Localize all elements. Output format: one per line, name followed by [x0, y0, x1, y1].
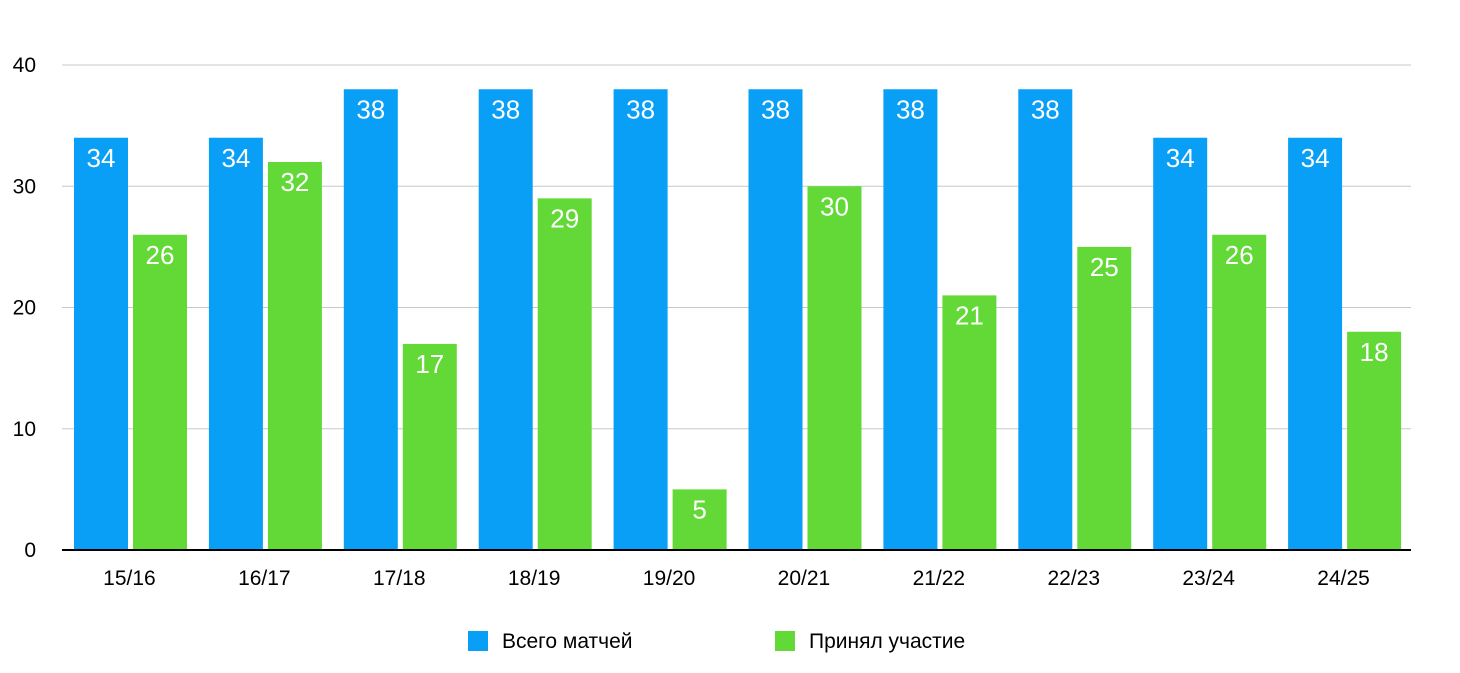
bar-data-label: 30 — [820, 191, 849, 221]
bar-total-24-25 — [1288, 137, 1343, 550]
bar-data-label: 18 — [1360, 337, 1389, 367]
bar-played-15-16 — [133, 234, 187, 550]
bar-total-18-19 — [478, 89, 533, 550]
bar-played-18-19 — [537, 198, 592, 550]
bar-data-label: 34 — [87, 143, 116, 173]
bar-played-22-23 — [1077, 246, 1132, 550]
bar-data-label: 26 — [1225, 240, 1254, 270]
bar-total-15-16 — [74, 137, 128, 550]
legend-swatch — [775, 631, 795, 651]
bar-played-17-18 — [402, 343, 457, 550]
x-tick-label: 23/24 — [1182, 567, 1235, 590]
bar-data-label: 38 — [896, 94, 925, 124]
bar-total-19-20 — [613, 89, 668, 550]
bar-data-label: 25 — [1090, 252, 1119, 282]
bar-total-17-18 — [343, 89, 398, 550]
bar-data-label: 21 — [955, 300, 984, 330]
bar-data-label: 32 — [280, 167, 309, 197]
bar-played-23-24 — [1212, 234, 1267, 550]
bar-total-23-24 — [1153, 137, 1208, 550]
bar-played-20-21 — [807, 186, 862, 550]
bar-data-label: 38 — [626, 94, 655, 124]
x-tick-label: 24/25 — [1317, 567, 1370, 590]
x-tick-label: 16/17 — [238, 567, 291, 590]
x-tick-label: 22/23 — [1047, 567, 1100, 590]
x-tick-label: 17/18 — [373, 567, 426, 590]
bar-total-22-23 — [1018, 89, 1073, 550]
bars: 34 26 34 32 38 17 38 29 38 5 38 30 38 21 38 25 34 26 34 18 — [74, 89, 1402, 550]
y-tick-label: 10 — [13, 418, 36, 441]
bar-data-label: 38 — [491, 94, 520, 124]
x-tick-label: 21/22 — [913, 567, 966, 590]
x-tick-label: 20/21 — [778, 567, 831, 590]
bar-data-label: 38 — [761, 94, 790, 124]
legend-label: Принял участие — [809, 630, 965, 653]
bar-played-21-22 — [942, 295, 997, 550]
bar-played-16-17 — [267, 162, 322, 550]
y-tick-label: 0 — [24, 539, 36, 562]
y-tick-label: 20 — [13, 297, 36, 320]
bar-data-label: 34 — [221, 143, 250, 173]
bar-played-19-20 — [672, 489, 727, 550]
x-tick-label: 18/19 — [508, 567, 561, 590]
bar-data-label: 5 — [692, 494, 706, 524]
x-tick-label: 15/16 — [103, 567, 156, 590]
legend-swatch — [468, 631, 488, 651]
y-tick-label: 40 — [13, 54, 36, 77]
x-tick-label: 19/20 — [643, 567, 696, 590]
gridlines — [62, 64, 1411, 430]
legend-label: Всего матчей — [502, 630, 633, 653]
bar-total-20-21 — [748, 89, 803, 550]
bar-played-24-25 — [1347, 331, 1402, 550]
bar-total-21-22 — [883, 89, 938, 550]
bar-data-label: 34 — [1301, 143, 1330, 173]
bar-data-label: 38 — [356, 94, 385, 124]
bar-total-16-17 — [208, 137, 263, 550]
axes: 0 10 20 30 40 15/16 16/17 17/18 18/19 19/20 20/21 2… — [13, 54, 1411, 590]
bar-data-label: 38 — [1031, 94, 1060, 124]
y-tick-label: 30 — [13, 175, 36, 198]
legend: Всего матчей Принял участие — [468, 630, 965, 653]
bar-data-label: 34 — [1166, 143, 1195, 173]
bar-data-label: 26 — [146, 240, 175, 270]
bar-data-label: 17 — [415, 349, 444, 379]
bar-data-label: 29 — [550, 203, 579, 233]
